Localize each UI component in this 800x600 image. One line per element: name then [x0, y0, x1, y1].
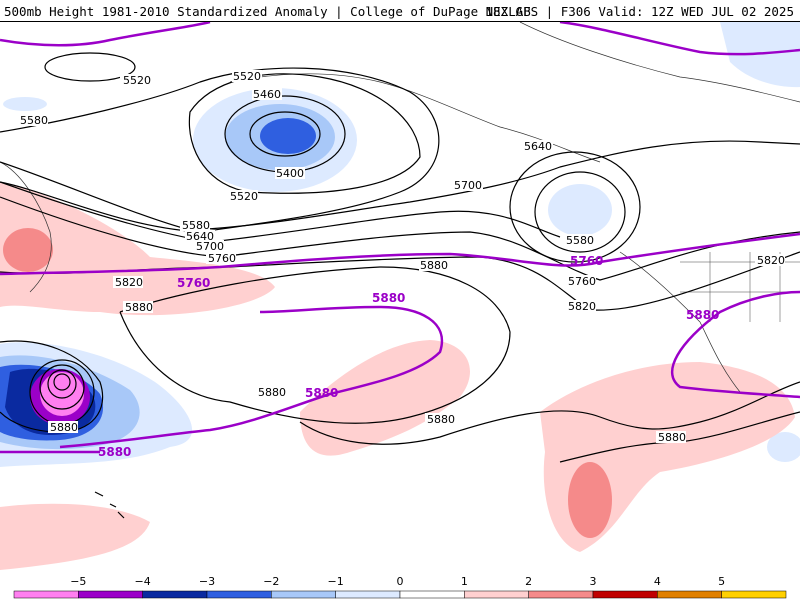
contour-label: 5880 — [50, 421, 78, 434]
purple-contour-label: 5880 — [98, 445, 131, 459]
negative-anomaly-low-center — [260, 118, 316, 154]
colorbar-swatch — [142, 590, 208, 599]
contour-label: 5520 — [123, 74, 151, 87]
contour-5640-coastal — [509, 151, 641, 263]
contour-label: 5400 — [276, 167, 304, 180]
hawaii-islands — [94, 491, 125, 519]
us-states-grid — [680, 252, 800, 322]
contour-5400 — [249, 111, 321, 157]
contour-label: 5640 — [524, 140, 552, 153]
colorbar-swatch — [13, 590, 79, 599]
colorbar-tick-label: −2 — [263, 575, 279, 588]
contour-label: 5820 — [757, 254, 785, 267]
typhoon-contour-2 — [47, 369, 77, 399]
colorbar-swatch — [528, 590, 594, 599]
contour-5820-typhoon — [0, 340, 104, 433]
contour-label: 5700 — [454, 179, 482, 192]
purple-contour-label: 5760 — [177, 276, 210, 290]
arctic-coast — [519, 22, 800, 103]
contour-label: 5820 — [115, 276, 143, 289]
negative-anomaly-typhoon-eye-core — [40, 372, 84, 416]
contour-label: 5460 — [253, 88, 281, 101]
contour-5760 — [0, 196, 800, 281]
purple-contour-label: 5880 — [372, 291, 405, 305]
colorbar-tick-label: 1 — [461, 575, 468, 588]
colorbar-tick-label: −4 — [135, 575, 151, 588]
positive-anomaly-west-core — [3, 228, 53, 272]
contour-5520-north — [44, 52, 136, 82]
colorbar-tick-label: 4 — [654, 575, 661, 588]
contour-label: 5580 — [566, 234, 594, 247]
contour-label: 5640 — [186, 230, 214, 243]
contour-label: 5820 — [568, 300, 596, 313]
contour-5880-south — [299, 381, 800, 445]
contour-5580-coastal — [534, 171, 626, 253]
positive-anomaly-east-core — [568, 462, 612, 538]
contour-labels: 5520 5580 5520 5460 5400 5520 5580 5640 … — [18, 70, 785, 459]
colorbar: −5 −4 −3 −2 −1 0 1 2 3 4 5 — [0, 574, 800, 600]
colorbar-tick-label: 5 — [718, 575, 725, 588]
contour-label: 5880 — [420, 259, 448, 272]
contour-5700 — [0, 181, 561, 243]
colorbar-swatch — [335, 590, 401, 599]
purple-contour-top — [0, 22, 211, 47]
colorbar-tick-label: 0 — [397, 575, 404, 588]
contour-label: 5520 — [230, 190, 258, 203]
purple-contour-top-right — [559, 22, 800, 56]
map-title: 500mb Height 1981-2010 Standardized Anom… — [4, 4, 531, 19]
contour-5640 — [0, 140, 800, 231]
anomaly-map: 5520 5580 5520 5460 5400 5520 5580 5640 … — [0, 22, 800, 570]
purple-contour-label: 5880 — [305, 386, 338, 400]
negative-anomaly-coastal — [548, 184, 612, 236]
contour-label: 5580 — [20, 114, 48, 127]
negative-anomaly-small — [3, 97, 47, 111]
negative-anomaly-east — [767, 432, 800, 462]
colorbar-swatch — [271, 590, 336, 599]
purple-contour-label: 5760 — [570, 254, 603, 268]
purple-contour-5760 — [0, 232, 800, 276]
contour-5580 — [0, 67, 440, 233]
contour-label: 5760 — [568, 275, 596, 288]
typhoon-contour-1 — [53, 373, 71, 391]
height-contours — [0, 52, 800, 463]
colorbar-tick-label: 3 — [590, 575, 597, 588]
colorbar-swatch — [721, 590, 787, 599]
colorbar-swatch — [657, 590, 722, 599]
positive-anomaly-west — [0, 182, 275, 316]
contour-label: 5880 — [658, 431, 686, 444]
contour-label: 5880 — [125, 301, 153, 314]
purple-contour-5880-loop — [59, 305, 444, 449]
contour-label: 5760 — [208, 252, 236, 265]
anomaly-shading — [0, 22, 800, 570]
typhoon-contour-3 — [39, 364, 85, 410]
contour-label: 5880 — [427, 413, 455, 426]
contour-label: 5580 — [182, 219, 210, 232]
positive-anomaly-hawaii — [0, 503, 150, 570]
north-america-coast — [619, 251, 741, 393]
positive-anomaly-central — [300, 340, 470, 456]
colorbar-swatches — [13, 590, 787, 599]
colorbar-swatch — [78, 590, 143, 599]
contour-5880-north — [119, 266, 511, 424]
colorbar-tick-label: −3 — [199, 575, 215, 588]
contour-label: 5520 — [233, 70, 261, 83]
colorbar-swatch — [399, 590, 465, 599]
colorbar-tick-label: −1 — [328, 575, 344, 588]
colorbar-tick-labels: −5 −4 −3 −2 −1 0 1 2 3 4 5 — [70, 575, 725, 588]
colorbar-tick-label: 2 — [525, 575, 532, 588]
colorbar-swatch — [206, 590, 272, 599]
purple-contour-5880-east — [670, 290, 800, 399]
colorbar-swatch — [592, 590, 658, 599]
asia-coast — [0, 161, 52, 293]
colorbar-tick-label: −5 — [70, 575, 86, 588]
colorbar-swatch — [464, 590, 529, 599]
purple-contour-label: 5880 — [686, 308, 719, 322]
contour-label: 5700 — [196, 240, 224, 253]
model-valid-time: 18Z GFS | F306 Valid: 12Z WED JUL 02 202… — [485, 4, 794, 19]
header-bar: 500mb Height 1981-2010 Standardized Anom… — [0, 0, 800, 22]
contour-label: 5880 — [258, 386, 286, 399]
highlight-contours — [0, 22, 800, 454]
contour-5520 — [188, 73, 421, 194]
